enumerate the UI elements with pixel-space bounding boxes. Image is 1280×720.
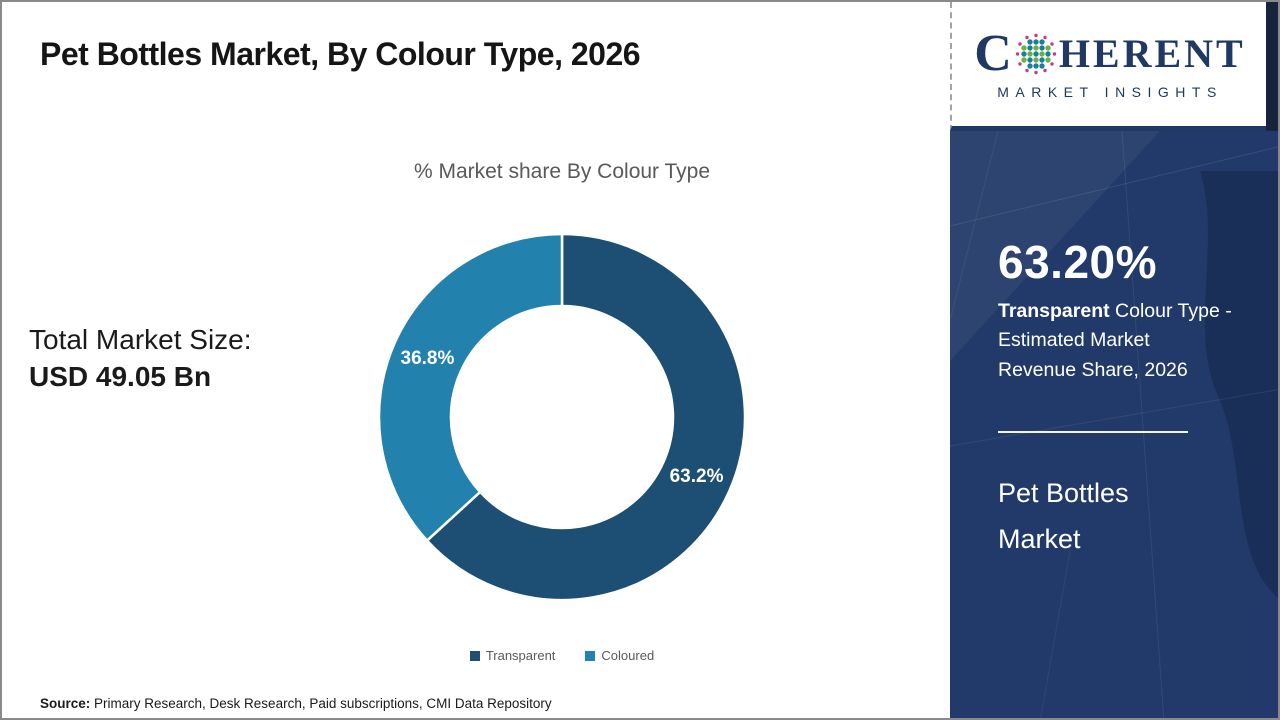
source-label: Source: — [40, 696, 91, 711]
logo-letter-c: C — [974, 25, 1012, 82]
stat-desc-rest: Colour Type - Estimated Market Revenue S… — [998, 300, 1232, 381]
legend-label: Coloured — [601, 648, 655, 663]
sidebar-stat-description: Transparent Colour Type - Estimated Mark… — [998, 297, 1240, 385]
world-map-overlay — [950, 131, 1278, 718]
logo-letters-herent: HERENT — [1058, 31, 1246, 76]
sidebar: 63.20% Transparent Colour Type - Estimat… — [950, 131, 1278, 718]
total-market-size-block: Total Market Size: USD 49.05 Bn — [29, 324, 252, 393]
slice-label-coloured: 36.8% — [401, 348, 455, 369]
source-text: Primary Research, Desk Research, Paid su… — [90, 696, 552, 711]
sidebar-divider — [998, 430, 1188, 433]
legend-item-coloured: Coloured — [585, 648, 654, 663]
sidebar-stat-value: 63.20% — [998, 236, 1158, 288]
legend-swatch — [585, 650, 596, 661]
chart-title: % Market share By Colour Type — [413, 160, 711, 183]
sidebar-content: 63.20% Transparent Colour Type - Estimat… — [950, 131, 1278, 563]
legend-swatch — [469, 650, 480, 661]
coherent-globe-icon — [1015, 33, 1057, 75]
legend-label: Transparent — [485, 648, 556, 663]
legend-item-transparent: Transparent — [469, 648, 556, 663]
logo-subtitle: MARKET INSIGHTS — [997, 84, 1223, 100]
stat-desc-segment-name: Transparent — [998, 300, 1110, 322]
page-title: Pet Bottles Market, By Colour Type, 2026 — [40, 36, 641, 72]
slice-label-transparent: 63.2% — [670, 466, 724, 487]
logo-wordmark: C — [974, 28, 1246, 80]
donut-slice-coloured — [377, 232, 564, 543]
chart-legend: Transparent Coloured — [192, 648, 932, 663]
donut-slice-transparent — [425, 232, 747, 602]
source-line: Source: Primary Research, Desk Research,… — [40, 696, 552, 711]
right-edge-stripe — [1266, 2, 1278, 131]
coherent-logo: C — [950, 2, 1268, 131]
sidebar-market-name: Pet Bottles Market — [998, 477, 1129, 554]
total-market-size-value: USD 49.05 Bn — [29, 361, 212, 392]
total-market-size-label: Total Market Size: — [29, 324, 252, 355]
donut-chart: 63.2% 36.8% — [377, 232, 747, 602]
